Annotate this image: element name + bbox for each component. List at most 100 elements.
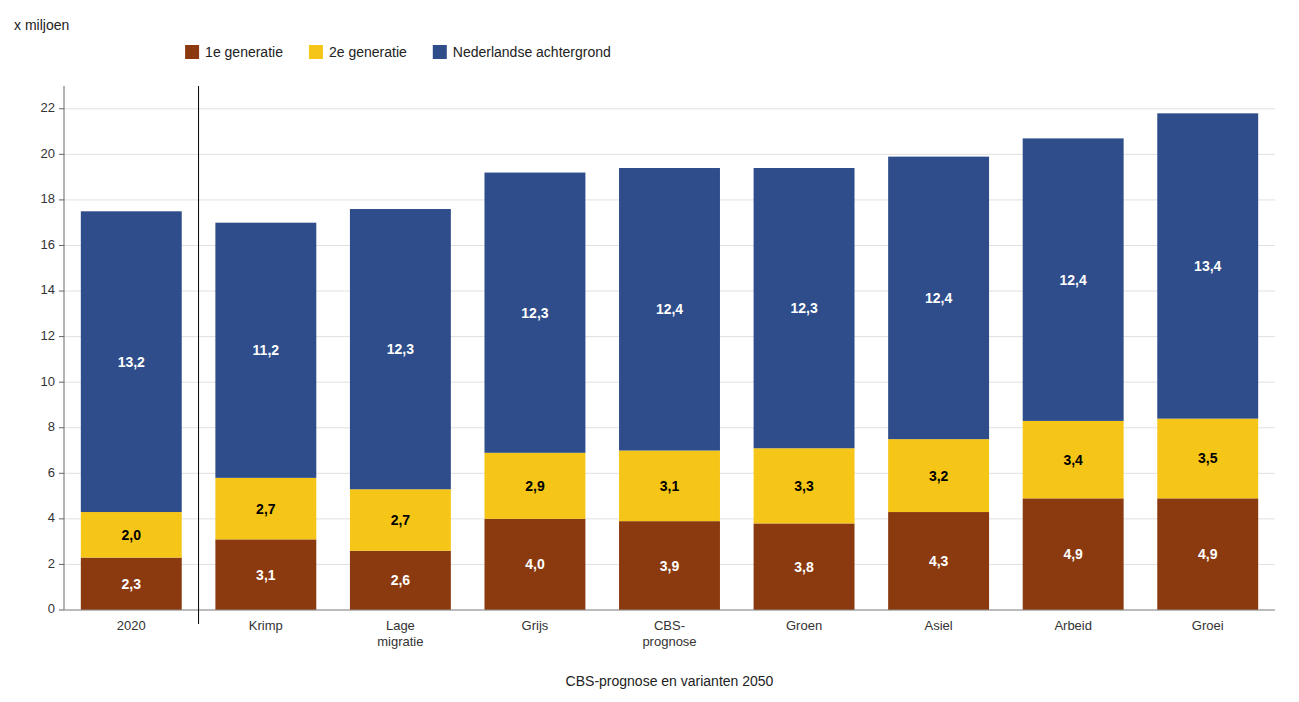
bar-segment [484, 173, 585, 453]
x-tick-label-line: Grijs [522, 618, 549, 633]
bar-segment [215, 539, 316, 610]
bar-segment [215, 223, 316, 478]
y-tick-label: 0 [48, 601, 55, 616]
y-tick [59, 610, 64, 611]
grid-line [64, 610, 1275, 611]
x-axis-line [64, 610, 1275, 611]
bar-segment [81, 211, 182, 512]
y-tick [59, 564, 64, 565]
y-tick-label: 12 [41, 328, 55, 343]
x-tick-label: Groei [1192, 618, 1224, 633]
bar-segment [1157, 419, 1258, 499]
legend-swatch [309, 45, 323, 59]
data-label: 12,3 [521, 305, 548, 321]
x-tick-label: CBS-prognose [642, 618, 696, 649]
x-tick-label-line: CBS- [654, 618, 685, 633]
bar-segment [619, 168, 720, 451]
data-label: 4,0 [525, 556, 545, 572]
y-tick-label: 16 [41, 237, 55, 252]
bar-segment [484, 519, 585, 610]
y-tick [59, 154, 64, 155]
x-tick-label: Asiel [925, 618, 953, 633]
y-ticks: 0246810121416182022 [41, 100, 64, 616]
data-label: 3,4 [1063, 452, 1083, 468]
bars [81, 113, 1258, 610]
data-label: 2,7 [256, 501, 276, 517]
x-axis-label: CBS-prognose en varianten 2050 [566, 673, 774, 689]
y-tick [59, 336, 64, 337]
y-tick [59, 245, 64, 246]
data-label: 2,3 [122, 576, 142, 592]
data-label: 2,0 [122, 527, 142, 543]
y-tick-label: 20 [41, 146, 55, 161]
bar-segment [754, 168, 855, 448]
data-label: 2,7 [391, 512, 411, 528]
y-axis-label: x miljoen [14, 17, 69, 33]
y-tick [59, 473, 64, 474]
bar-segment [1157, 498, 1258, 610]
bar-segment [215, 478, 316, 540]
x-tick-label: Groen [786, 618, 822, 633]
y-axis-line [64, 86, 65, 610]
separator-line [198, 86, 199, 624]
data-label: 3,9 [660, 558, 680, 574]
data-label: 3,2 [929, 468, 949, 484]
y-tick [59, 108, 64, 109]
bar-segment [484, 453, 585, 519]
y-tick [59, 199, 64, 200]
data-label: 4,9 [1198, 546, 1218, 562]
chart-svg: 02468101214161820222,32,013,23,12,711,22… [0, 0, 1299, 702]
bar-segment [350, 489, 451, 551]
bar-segment [619, 451, 720, 522]
y-tick [59, 382, 64, 383]
x-tick-label: 2020 [117, 618, 146, 633]
data-label: 13,2 [118, 354, 145, 370]
y-tick-label: 4 [48, 510, 55, 525]
x-tick-label: Lagemigratie [377, 618, 423, 649]
legend-label: 1e generatie [205, 44, 283, 60]
bar-segment [1023, 138, 1124, 421]
bar-segment [888, 157, 989, 440]
y-tick [59, 518, 64, 519]
data-label: 3,1 [256, 567, 276, 583]
x-tick-label-line: prognose [642, 634, 696, 649]
y-tick-label: 18 [41, 191, 55, 206]
x-tick-label-line: migratie [377, 634, 423, 649]
x-tick-label: Krimp [249, 618, 283, 633]
bar-segment [619, 521, 720, 610]
legend-label: Nederlandse achtergrond [453, 44, 611, 60]
y-tick-label: 22 [41, 100, 55, 115]
legend-swatch [185, 45, 199, 59]
bar-segment [350, 209, 451, 489]
data-label: 4,9 [1063, 546, 1083, 562]
bar-segment [1023, 498, 1124, 610]
y-grid [64, 109, 1275, 610]
data-label: 3,1 [660, 478, 680, 494]
legend-swatch [433, 45, 447, 59]
data-label: 12,3 [790, 300, 817, 316]
data-label: 13,4 [1194, 258, 1221, 274]
x-tick-label-line: Groei [1192, 618, 1224, 633]
data-label: 3,8 [794, 559, 814, 575]
data-label: 11,2 [253, 342, 280, 358]
legend-label: 2e generatie [329, 44, 407, 60]
y-tick-label: 10 [41, 374, 55, 389]
bar-segment [350, 551, 451, 610]
x-ticks: 2020 Krimp Lagemigratie Grijs CBS-prognose Gr… [117, 618, 1224, 649]
data-label: 12,4 [925, 290, 952, 306]
x-tick-label-line: Groen [786, 618, 822, 633]
data-label: 4,3 [929, 553, 949, 569]
bar-segment [888, 439, 989, 512]
bar-segment [1023, 421, 1124, 498]
bar-segment [81, 558, 182, 610]
x-tick-label-line: Krimp [249, 618, 283, 633]
data-label: 12,3 [387, 341, 414, 357]
x-tick-label-line: 2020 [117, 618, 146, 633]
grid-line [64, 108, 1275, 109]
y-tick-label: 14 [41, 282, 55, 297]
data-label: 3,3 [794, 478, 814, 494]
bar-segment [1157, 113, 1258, 418]
x-tick-label-line: Asiel [925, 618, 953, 633]
legend: 1e generatie 2e generatie Nederlandse acht… [185, 44, 611, 60]
data-label: 2,6 [391, 572, 411, 588]
